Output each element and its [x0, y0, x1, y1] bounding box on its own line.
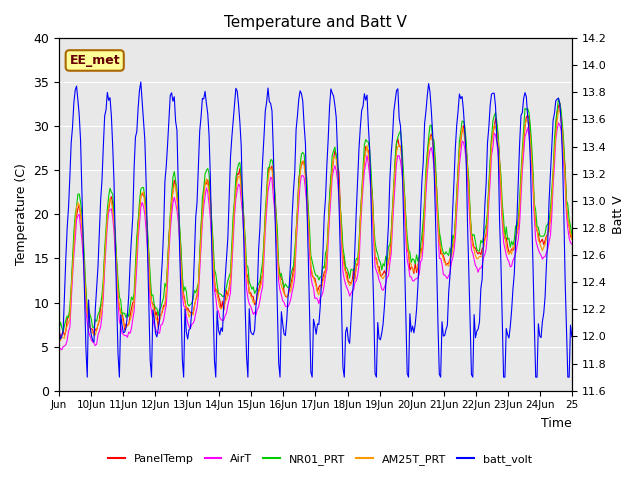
Y-axis label: Batt V: Batt V [612, 195, 625, 234]
Text: EE_met: EE_met [69, 54, 120, 67]
Y-axis label: Temperature (C): Temperature (C) [15, 164, 28, 265]
Title: Temperature and Batt V: Temperature and Batt V [224, 15, 407, 30]
Legend: PanelTemp, AirT, NR01_PRT, AM25T_PRT, batt_volt: PanelTemp, AirT, NR01_PRT, AM25T_PRT, ba… [104, 450, 536, 469]
X-axis label: Time: Time [541, 417, 572, 430]
